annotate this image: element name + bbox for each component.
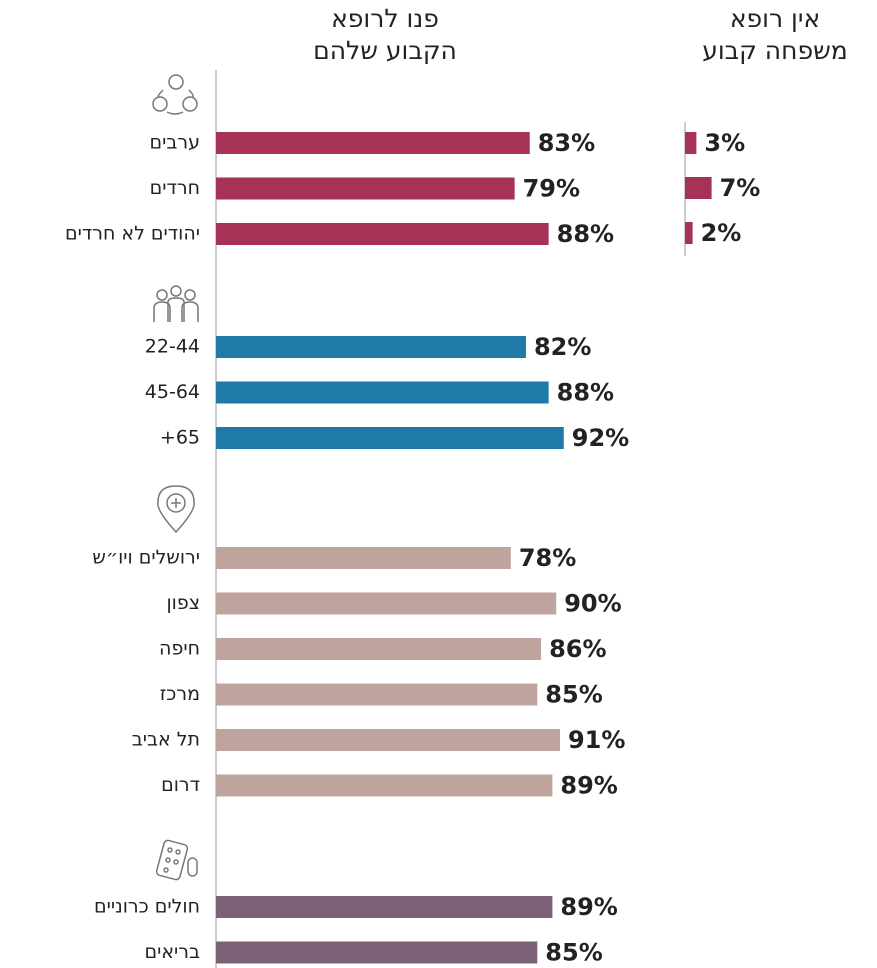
panel-title: אין רופא (730, 4, 820, 33)
value-label: 91% (568, 726, 625, 754)
bar (216, 336, 526, 358)
bar (216, 774, 553, 797)
value-label: 2% (701, 219, 742, 247)
value-label: 85% (545, 939, 602, 967)
category-label: בריאים (144, 941, 200, 963)
value-label: 3% (704, 129, 745, 157)
bar (216, 223, 549, 245)
bar (685, 132, 697, 154)
icon-people-network (152, 74, 198, 115)
icon-people-group (153, 285, 199, 322)
category-label: מרכז (160, 683, 200, 705)
category-label: תל אביב (132, 729, 200, 751)
category-label: יהודים לא חרדים (65, 223, 200, 245)
category-label: חיפה (159, 638, 200, 660)
value-label: 7% (720, 174, 761, 202)
value-label: 85% (545, 681, 602, 709)
bar (216, 592, 557, 615)
category-label: 22-44 (145, 336, 200, 358)
category-label: דרום (161, 774, 200, 796)
bar (216, 381, 549, 404)
bar (216, 547, 511, 569)
value-label: 90% (564, 590, 621, 618)
panel-title: הקבוע שלהם (313, 36, 457, 65)
icon-location-plus (157, 485, 195, 534)
category-label: חולים כרוניים (94, 896, 200, 918)
value-label: 78% (519, 544, 576, 572)
category-label: חרדים (150, 177, 200, 199)
bar (216, 896, 553, 918)
category-label: ירושלים ויו״ש (92, 547, 200, 569)
bar (216, 729, 560, 751)
category-label: 65+ (160, 427, 200, 449)
value-label: 89% (560, 893, 617, 921)
panel-title: פנו לרופא (331, 4, 439, 33)
bar (216, 177, 515, 200)
panel-title: משפחה קבוע (702, 36, 848, 65)
value-label: 89% (560, 772, 617, 800)
value-label: 88% (557, 220, 614, 248)
category-label: ערבים (150, 132, 200, 154)
icon-pills (155, 839, 198, 881)
bar (216, 427, 564, 449)
value-label: 88% (557, 379, 614, 407)
bar (216, 638, 542, 660)
value-label: 92% (572, 424, 629, 452)
bar (216, 683, 538, 706)
value-label: 82% (534, 333, 591, 361)
bar (216, 941, 538, 964)
category-label: צפון (167, 592, 201, 614)
value-label: 83% (538, 129, 595, 157)
bar (685, 222, 693, 244)
value-label: 86% (549, 635, 606, 663)
category-label: 45-64 (145, 381, 200, 403)
bar (216, 132, 530, 154)
value-label: 79% (523, 175, 580, 203)
bar (685, 177, 712, 199)
